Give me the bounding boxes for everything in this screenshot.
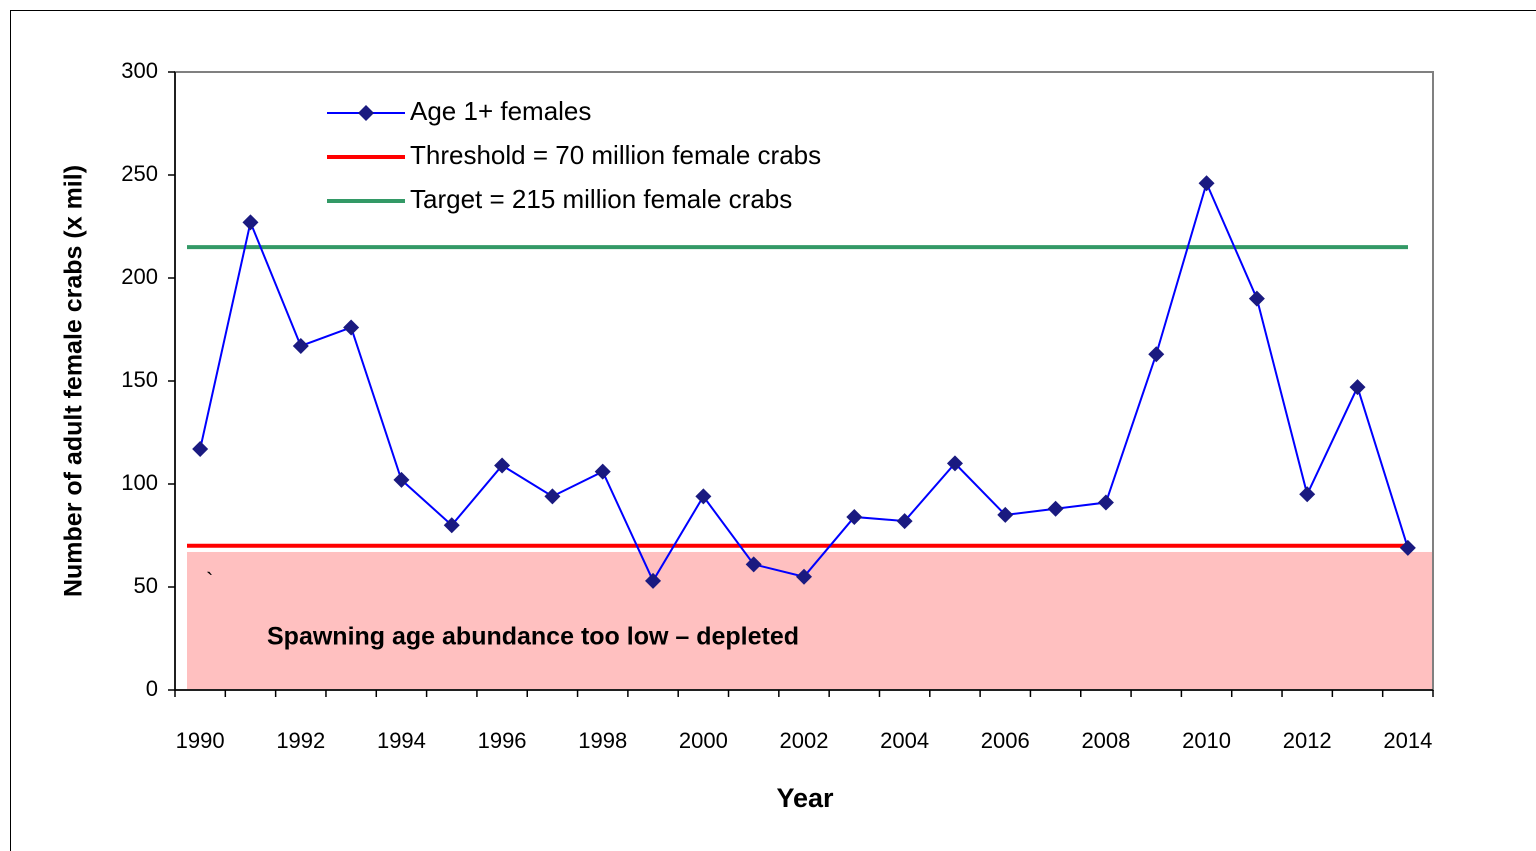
y-tick-label: 0 (146, 676, 158, 701)
data-point (645, 572, 662, 589)
x-axis-title: Year (776, 783, 834, 813)
data-point (896, 513, 913, 530)
y-tick-label: 200 (121, 264, 158, 289)
data-point (1148, 346, 1165, 363)
legend-label: Age 1+ females (410, 96, 591, 126)
x-tick-label: 1990 (176, 728, 225, 753)
data-point (1047, 500, 1064, 517)
y-tick-label: 250 (121, 161, 158, 186)
data-point (443, 517, 460, 534)
x-tick-label: 2004 (880, 728, 929, 753)
y-tick-label: 50 (134, 573, 158, 598)
data-point (745, 556, 762, 573)
x-tick-label: 2000 (679, 728, 728, 753)
x-tick-label: 2012 (1283, 728, 1332, 753)
legend-marker (358, 105, 374, 121)
data-point (494, 457, 511, 474)
data-point (997, 506, 1014, 523)
x-tick-label: 2010 (1182, 728, 1231, 753)
x-tick-label: 1998 (578, 728, 627, 753)
data-point (1097, 494, 1114, 511)
data-point (594, 463, 611, 480)
data-point (946, 455, 963, 472)
legend-label: Target = 215 million female crabs (410, 184, 792, 214)
data-point (292, 337, 309, 354)
data-point (1198, 175, 1215, 192)
x-tick-label: 2002 (780, 728, 829, 753)
data-point (695, 488, 712, 505)
series-line (199, 180, 1409, 583)
data-point (1349, 379, 1366, 396)
data-point (544, 488, 561, 505)
data-point (343, 319, 360, 336)
y-tick-label: 300 (121, 58, 158, 83)
annotation: ` (206, 568, 213, 593)
y-tick-label: 150 (121, 367, 158, 392)
data-point (242, 214, 259, 231)
data-point (1248, 290, 1265, 307)
data-point (846, 508, 863, 525)
data-point (1299, 486, 1316, 503)
x-tick-label: 1992 (276, 728, 325, 753)
y-tick-label: 100 (121, 470, 158, 495)
x-tick-label: 1994 (377, 728, 426, 753)
legend-label: Threshold = 70 million female crabs (410, 140, 821, 170)
x-tick-label: 2008 (1081, 728, 1130, 753)
x-tick-label: 1996 (478, 728, 527, 753)
data-point (192, 440, 209, 457)
region-label: Spawning age abundance too low – deplete… (267, 623, 799, 651)
depleted-region (187, 551, 1433, 690)
data-point (1399, 539, 1416, 556)
data-point (796, 568, 812, 585)
data-point (393, 471, 410, 488)
x-tick-label: 2014 (1383, 728, 1432, 753)
x-tick-label: 2006 (981, 728, 1030, 753)
chart-frame (10, 10, 1536, 851)
y-axis-title: Number of adult female crabs (x mil) (60, 165, 88, 597)
